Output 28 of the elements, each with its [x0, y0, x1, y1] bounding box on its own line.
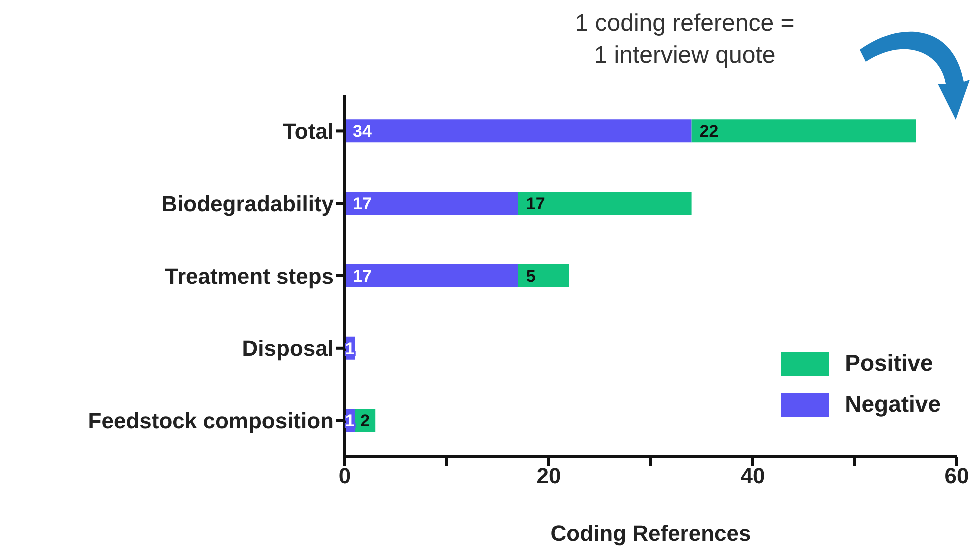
y-tick-label: Treatment steps: [165, 264, 334, 289]
data-label: 1: [345, 339, 355, 358]
bar: [345, 120, 692, 143]
bar: [345, 264, 518, 288]
data-label: 17: [353, 266, 372, 286]
text: 1 coding reference = 1 interview quote: [574, 9, 796, 71]
y-tick-label: Total: [283, 119, 334, 144]
data-label: 34: [353, 122, 372, 142]
bar: [345, 192, 518, 216]
data-label: 2: [360, 412, 370, 431]
y-tick-label: Feedstock composition: [88, 408, 334, 434]
data-label: 1: [345, 412, 355, 431]
bar: [692, 120, 916, 143]
legend-label: Positive: [845, 350, 934, 377]
data-label: 22: [700, 122, 719, 142]
data-label: 17: [353, 194, 372, 214]
legend-label: Negative: [845, 391, 941, 418]
y-tick-label: Disposal: [242, 336, 334, 362]
data-label: 17: [526, 194, 546, 214]
x-tick-label: 40: [740, 464, 766, 489]
data-label: 5: [526, 266, 536, 286]
x-axis-title: Coding References: [550, 521, 752, 546]
x-tick-label: 20: [536, 464, 562, 489]
y-tick-label: Biodegradability: [162, 191, 335, 216]
bar: [518, 264, 570, 288]
bar: [518, 192, 692, 216]
x-tick-label: 0: [338, 464, 352, 489]
x-tick-label: 60: [944, 464, 970, 489]
